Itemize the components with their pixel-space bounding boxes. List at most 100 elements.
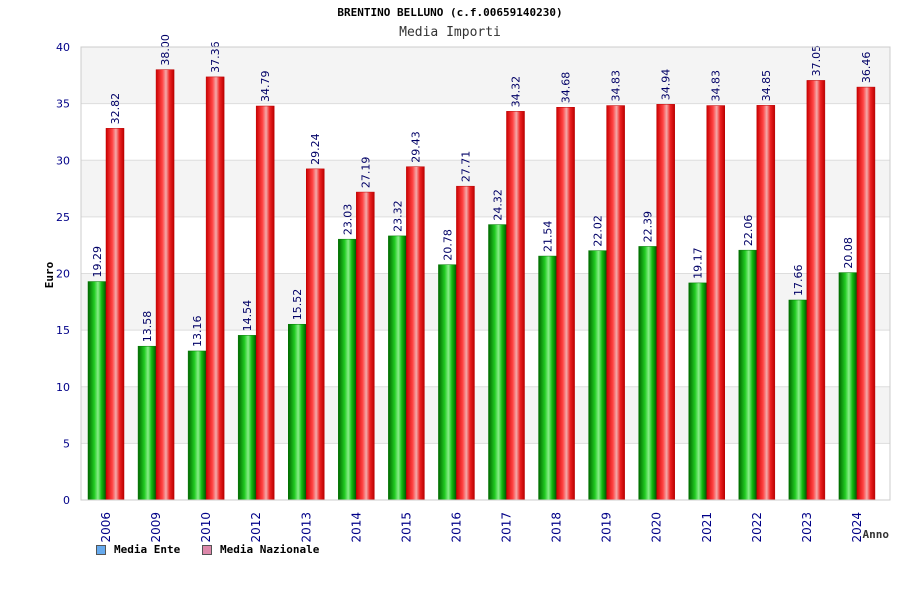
data-label-media-nazionale-2010: 37.36: [209, 41, 222, 73]
data-label-media-nazionale-2014: 27.19: [359, 157, 372, 189]
data-label-media-ente-2022: 22.06: [742, 215, 755, 247]
bar-media-ente-2014: [338, 238, 357, 501]
bar-media-nazionale-2006: [105, 128, 125, 501]
bar-media-nazionale-2020: [656, 104, 675, 501]
x-tick-label-2021: 2021: [700, 512, 714, 543]
data-label-media-ente-2023: 17.66: [792, 265, 805, 297]
bar-media-nazionale-2009: [155, 69, 175, 501]
data-label-media-ente-2016: 20.78: [441, 229, 454, 261]
bar-media-ente-2015: [388, 235, 407, 501]
bar-media-nazionale-2012: [255, 105, 275, 501]
y-tick-label: 5: [63, 437, 70, 450]
data-label-media-ente-2018: 21.54: [542, 221, 555, 253]
data-label-media-ente-2006: 19.29: [91, 246, 104, 278]
chart-subtitle: Media Importi: [399, 25, 501, 40]
data-label-media-nazionale-2020: 34.94: [660, 69, 673, 101]
data-label-media-ente-2021: 19.17: [692, 247, 705, 279]
x-axis-label: Anno: [863, 528, 890, 541]
data-label-media-ente-2020: 22.39: [642, 211, 655, 243]
data-label-media-ente-2013: 15.52: [291, 289, 304, 321]
data-label-media-nazionale-2022: 34.85: [760, 70, 773, 102]
legend-swatch-media-nazionale: [202, 544, 212, 555]
bar-media-ente-2016: [438, 264, 457, 501]
data-label-media-ente-2015: 23.32: [391, 200, 404, 232]
plot-frame: [80, 46, 891, 501]
bar-media-ente-2012: [237, 335, 257, 501]
bar-media-nazionale-2019: [606, 105, 625, 501]
bar-media-ente-2021: [688, 282, 707, 501]
x-tick-label-2015: 2015: [399, 512, 413, 543]
data-label-media-nazionale-2013: 29.24: [309, 133, 322, 165]
bar-media-ente-2018: [538, 255, 557, 501]
legend-item-media-ente: Media Ente: [96, 543, 180, 556]
x-tick-label-2009: 2009: [149, 512, 163, 543]
data-label-media-nazionale-2012: 34.79: [259, 71, 272, 103]
x-tick-label-2019: 2019: [600, 512, 614, 543]
bar-media-nazionale-2023: [806, 80, 826, 501]
x-tick-label-2013: 2013: [299, 512, 313, 543]
x-tick-label-2014: 2014: [349, 512, 363, 543]
bar-media-ente-2009: [137, 345, 157, 501]
legend-item-media-nazionale: Media Nazionale: [202, 543, 319, 556]
data-label-media-ente-2014: 23.03: [341, 204, 354, 236]
x-tick-label-2023: 2023: [800, 512, 814, 543]
data-label-media-ente-2012: 14.54: [241, 300, 254, 332]
bar-media-nazionale-2016: [456, 185, 475, 501]
y-tick-label: 15: [56, 324, 70, 337]
x-tick-label-2018: 2018: [550, 512, 564, 543]
chart-title: BRENTINO BELLUNO (c.f.00659140230): [337, 6, 563, 19]
data-label-media-nazionale-2018: 34.68: [560, 72, 573, 104]
bar-media-nazionale-2018: [556, 106, 575, 501]
bar-media-ente-2020: [638, 246, 657, 501]
y-axis-label: Euro: [43, 261, 56, 288]
data-label-media-ente-2024: 20.08: [842, 237, 855, 269]
data-label-media-nazionale-2021: 34.83: [710, 70, 723, 102]
bar-media-ente-2024: [838, 272, 858, 501]
bar-media-nazionale-2022: [756, 105, 776, 501]
bar-media-nazionale-2010: [205, 76, 225, 501]
bar-media-nazionale-2024: [856, 86, 876, 501]
data-label-media-ente-2019: 22.02: [592, 215, 605, 247]
y-tick-label: 25: [56, 211, 70, 224]
bar-media-ente-2019: [588, 250, 607, 501]
x-tick-label-2012: 2012: [249, 512, 263, 543]
x-tick-label-2024: 2024: [850, 512, 864, 543]
y-tick-label: 40: [56, 41, 70, 54]
legend-label-media-nazionale: Media Nazionale: [220, 543, 320, 556]
bar-media-ente-2023: [788, 299, 808, 501]
y-tick-label: 30: [56, 154, 70, 167]
data-label-media-ente-2017: 24.32: [492, 189, 505, 221]
bar-media-ente-2013: [288, 323, 307, 501]
y-tick-label: 0: [63, 494, 70, 507]
bar-media-ente-2006: [87, 281, 107, 501]
bar-media-ente-2022: [738, 249, 758, 501]
y-tick-label: 20: [56, 268, 70, 281]
data-label-media-nazionale-2015: 29.43: [409, 131, 422, 163]
x-tick-label-2017: 2017: [500, 512, 514, 543]
x-tick-label-2006: 2006: [99, 512, 113, 543]
y-tick-label: 35: [56, 98, 70, 111]
data-label-media-nazionale-2019: 34.83: [610, 70, 623, 102]
legend-swatch-media-ente: [96, 544, 106, 555]
bar-media-nazionale-2015: [406, 166, 425, 501]
bar-media-nazionale-2013: [306, 168, 325, 501]
x-tick-label-2016: 2016: [449, 512, 463, 543]
data-label-media-nazionale-2017: 34.32: [510, 76, 523, 108]
bar-media-ente-2017: [488, 224, 507, 501]
data-label-media-nazionale-2009: 38.00: [159, 34, 172, 66]
y-tick-label: 10: [56, 381, 70, 394]
data-label-media-ente-2009: 13.58: [141, 311, 154, 343]
data-label-media-nazionale-2006: 32.82: [109, 93, 122, 125]
bar-media-ente-2010: [187, 350, 207, 501]
data-label-media-nazionale-2024: 36.46: [860, 52, 873, 84]
data-label-media-nazionale-2016: 27.71: [459, 151, 472, 183]
bar-media-nazionale-2014: [356, 191, 375, 501]
x-tick-label-2020: 2020: [650, 512, 664, 543]
x-tick-label-2022: 2022: [750, 512, 764, 543]
data-label-media-nazionale-2023: 37.05: [810, 45, 823, 77]
legend-label-media-ente: Media Ente: [114, 543, 181, 556]
x-tick-label-2010: 2010: [199, 512, 213, 543]
bar-media-nazionale-2021: [706, 105, 725, 501]
data-label-media-ente-2010: 13.16: [191, 315, 204, 347]
